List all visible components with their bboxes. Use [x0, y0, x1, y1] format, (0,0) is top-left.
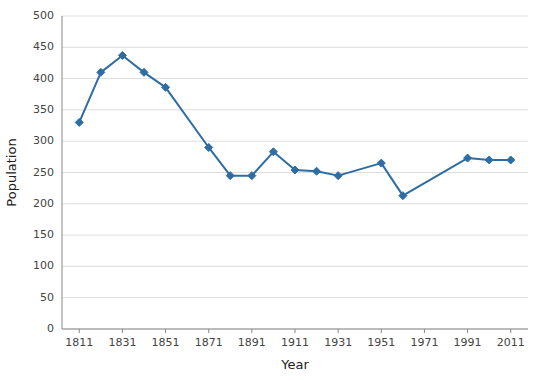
x-tick-label: 1931: [324, 336, 352, 349]
x-axis-label: Year: [280, 357, 309, 372]
grid-line: [62, 141, 528, 142]
marker: [485, 156, 493, 164]
x-tick-label: 1911: [281, 336, 309, 349]
marker: [226, 172, 234, 180]
y-tick-label: 0: [47, 322, 54, 335]
chart: 0501001502002503003504004505001811183118…: [0, 0, 546, 381]
marker: [140, 68, 148, 76]
marker: [377, 159, 385, 167]
marker: [205, 143, 213, 151]
y-tick-label: 250: [33, 166, 54, 179]
marker: [334, 172, 342, 180]
grid-line: [62, 235, 528, 236]
x-tick-label: 1811: [65, 336, 93, 349]
marker: [75, 118, 83, 126]
marker: [291, 166, 299, 174]
marker: [97, 68, 105, 76]
x-tick: [251, 329, 252, 333]
x-tick: [165, 329, 166, 333]
y-tick-label: 100: [33, 259, 54, 272]
y-tick-label: 200: [33, 197, 54, 210]
y-tick-label: 450: [33, 40, 54, 53]
marker: [399, 192, 407, 200]
x-ticks: 1811 1831 1851 1871 1891 1911 1931 1951 1971 1991…: [65, 329, 524, 349]
grid-line: [62, 47, 528, 48]
x-tick: [208, 329, 209, 333]
y-axis-line: [62, 16, 63, 329]
x-tick-label: 1991: [454, 336, 482, 349]
y-tick-label: 350: [33, 103, 54, 116]
grid-line: [62, 16, 528, 17]
y-tick-label: 400: [33, 72, 54, 85]
grid-line: [62, 329, 528, 330]
x-tick-label: 1951: [367, 336, 395, 349]
x-tick: [510, 329, 511, 333]
y-tick-label: 50: [40, 291, 54, 304]
grid: [62, 16, 528, 329]
marker: [248, 172, 256, 180]
x-tick-label: 1891: [238, 336, 266, 349]
marker: [269, 148, 277, 156]
grid-line: [62, 266, 528, 267]
grid-line: [62, 109, 528, 110]
x-tick: [295, 329, 296, 333]
marker: [507, 156, 515, 164]
x-tick: [467, 329, 468, 333]
marker: [118, 51, 126, 59]
grid-line: [62, 203, 528, 204]
x-tick: [79, 329, 80, 333]
marker: [464, 154, 472, 162]
x-tick: [424, 329, 425, 333]
grid-line: [62, 78, 528, 79]
line: [79, 55, 510, 195]
x-tick-label: 1851: [152, 336, 180, 349]
grid-line: [62, 297, 528, 298]
x-tick-label: 1971: [410, 336, 438, 349]
y-tick-label: 300: [33, 134, 54, 147]
x-tick-label: 1871: [195, 336, 223, 349]
y-ticks: 0 50 100 150 200 250 300 350 400 450 500: [33, 9, 54, 335]
x-tick: [381, 329, 382, 333]
marker: [313, 167, 321, 175]
x-tick-label: 2011: [497, 336, 525, 349]
x-tick-label: 1831: [108, 336, 136, 349]
y-axis-label: Population: [4, 138, 19, 206]
x-tick: [122, 329, 123, 333]
x-tick: [338, 329, 339, 333]
series: [75, 51, 514, 199]
y-tick-label: 500: [33, 9, 54, 22]
x-axis-line: [62, 329, 528, 330]
marker: [162, 83, 170, 91]
y-tick-label: 150: [33, 228, 54, 241]
